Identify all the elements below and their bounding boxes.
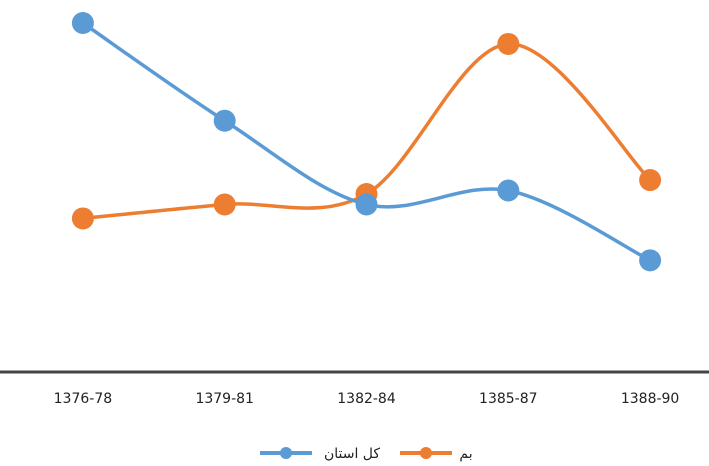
point-marker [497,33,519,55]
legend-entry: بم [400,446,473,462]
point-marker [214,110,236,132]
series-line [83,23,650,260]
legend-label: بم [459,446,472,462]
point-marker [72,207,94,229]
point-marker [356,193,378,215]
point-marker [72,12,94,34]
legend-marker [420,447,432,459]
chart: 1376-78 1379-81 1382-84 1385-87 1388-90 کل اس… [0,0,709,466]
point-marker [214,193,236,215]
point-marker [639,249,661,271]
point-marker [639,169,661,191]
x-tick-label: 1385-87 [479,391,538,407]
x-tick-label: 1388-90 [621,391,680,407]
legend-entry: کل استان [260,446,380,462]
legend-label: کل استان [324,446,380,462]
x-tick-label: 1376-78 [54,391,113,407]
x-tick-label: 1382-84 [337,391,396,407]
legend-marker [280,447,292,459]
point-marker [497,180,519,202]
x-tick-label: 1379-81 [195,391,254,407]
